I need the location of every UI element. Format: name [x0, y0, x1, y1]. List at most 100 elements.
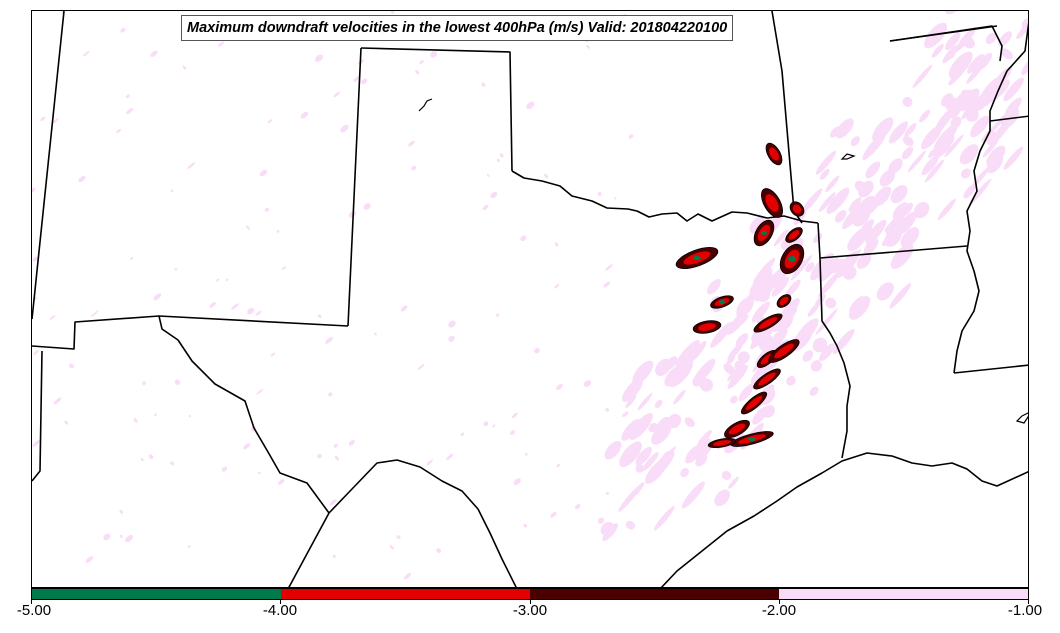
- ok-panhandle-border: [360, 47, 513, 172]
- storm-core: [758, 317, 778, 329]
- pink-area: [635, 446, 652, 466]
- pink-speck: [340, 124, 349, 133]
- pink-area: [648, 422, 658, 433]
- pink-area: [684, 417, 695, 428]
- nm-east-border: [347, 47, 362, 327]
- pink-area: [625, 520, 635, 530]
- rio-grande: [288, 459, 517, 587]
- pink-area: [933, 123, 958, 152]
- pink-area: [936, 106, 954, 128]
- pink-speck: [69, 363, 74, 369]
- pink-speck: [419, 60, 424, 65]
- pink-speck: [187, 545, 191, 548]
- light-pink-downdraft-areas: [32, 11, 1029, 580]
- pink-area: [863, 238, 879, 255]
- pink-speck: [492, 424, 496, 428]
- pink-speck: [130, 256, 134, 260]
- pink-speck: [583, 380, 592, 387]
- colorbar-tick-label: -2.00: [761, 602, 797, 619]
- pink-speck: [390, 11, 395, 14]
- pink-speck: [534, 348, 540, 354]
- pink-speck: [333, 91, 341, 98]
- pink-area: [979, 76, 1000, 101]
- colorbar-segment-green: [32, 589, 281, 599]
- pink-speck: [267, 119, 273, 124]
- pink-speck: [154, 413, 158, 417]
- gulf-coast: [660, 452, 1028, 587]
- pink-area: [801, 188, 823, 214]
- pink-speck: [526, 101, 535, 110]
- pink-area: [654, 399, 663, 409]
- nm-mexico-border: [32, 315, 160, 350]
- pink-speck: [415, 70, 420, 75]
- pink-area: [881, 223, 902, 247]
- pink-area: [945, 11, 965, 15]
- pink-area: [629, 412, 653, 440]
- pink-area: [852, 207, 871, 227]
- pink-area: [901, 146, 914, 160]
- pink-speck: [496, 313, 500, 317]
- pink-area: [737, 351, 750, 364]
- pink-speck: [411, 165, 417, 171]
- pink-area: [931, 43, 944, 58]
- pink-area: [892, 202, 909, 220]
- colorbar-segment-dark-red: [530, 589, 779, 599]
- pink-area: [890, 185, 908, 204]
- pink-area: [750, 362, 771, 385]
- pink-speck: [446, 453, 454, 460]
- pink-area: [960, 89, 968, 97]
- colorbar-tick: [1028, 600, 1029, 604]
- pink-area: [751, 301, 770, 323]
- pink-speck: [605, 491, 609, 495]
- pink-speck: [556, 383, 563, 390]
- pink-speck: [174, 379, 181, 385]
- pink-area: [1027, 11, 1029, 19]
- pink-area: [1000, 48, 1013, 60]
- pink-speck: [270, 352, 276, 357]
- la-ms-border: [953, 364, 1028, 374]
- pink-speck: [170, 189, 174, 193]
- pink-area: [805, 262, 815, 273]
- pink-speck: [334, 455, 340, 461]
- pink-area: [602, 523, 618, 542]
- pink-area: [785, 279, 801, 297]
- pink-speck: [85, 556, 94, 563]
- pink-area: [937, 198, 956, 221]
- pink-area: [723, 363, 736, 375]
- pink-area: [907, 150, 927, 173]
- pink-area: [913, 201, 930, 219]
- pink-area: [736, 297, 754, 317]
- pink-area: [924, 22, 948, 49]
- pink-area: [637, 393, 653, 411]
- pink-area: [710, 321, 733, 348]
- pink-speck: [510, 430, 516, 436]
- pink-speck: [188, 414, 191, 418]
- map-canvas: [32, 11, 1029, 587]
- storm-core: [698, 323, 716, 331]
- storm-core: [728, 423, 746, 435]
- pink-speck: [426, 459, 433, 466]
- colorbar: [31, 588, 1029, 600]
- pink-area: [810, 360, 823, 372]
- pink-area: [725, 355, 735, 367]
- mississippi-river: [953, 22, 1028, 374]
- az-mexico-border: [32, 350, 43, 482]
- storm-core: [765, 194, 779, 212]
- pink-speck: [209, 302, 216, 308]
- pink-area: [842, 265, 857, 280]
- pink-speck: [396, 535, 401, 540]
- pink-area: [1021, 56, 1028, 76]
- pink-speck: [481, 82, 486, 87]
- pink-speck: [603, 281, 611, 288]
- map-panel: [31, 10, 1029, 588]
- pink-area: [819, 168, 830, 180]
- pink-area: [668, 359, 694, 388]
- pink-speck: [490, 191, 498, 199]
- pink-area: [898, 221, 907, 231]
- pink-area: [940, 93, 954, 107]
- pink-area: [810, 252, 834, 281]
- pink-speck: [256, 388, 264, 395]
- ar-ms-border: [989, 115, 1028, 122]
- pink-speck: [91, 310, 99, 317]
- pink-area: [819, 343, 835, 362]
